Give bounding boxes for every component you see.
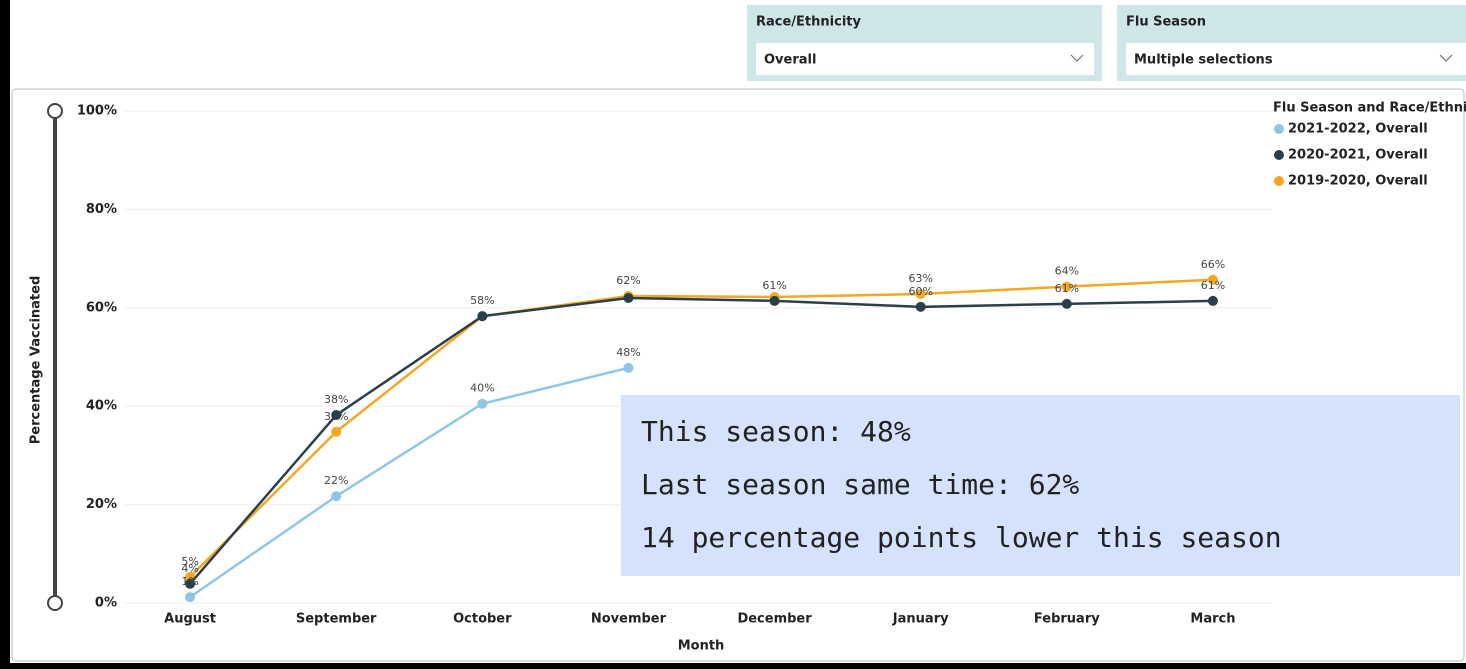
annotation-box [621, 395, 1460, 576]
data-point [477, 398, 488, 409]
data-point [623, 362, 634, 373]
legend-label: 2021-2022, Overall [1288, 122, 1428, 137]
series-line [189, 366, 629, 599]
chevron [1070, 54, 1084, 62]
x-tick-label: October [453, 612, 512, 627]
slider-handle[interactable] [47, 595, 63, 611]
dropdown-value: Overall [764, 53, 816, 68]
data-point [185, 578, 196, 589]
data-label: 58% [470, 294, 494, 307]
legend-marker [1274, 150, 1284, 160]
legend-title: Flu Season and Race/Ethnicity [1273, 101, 1466, 116]
data-label: 48% [616, 346, 640, 359]
slicer-label: Race/Ethnicity [756, 15, 861, 30]
y-axis-label: Percentage Vaccinated [29, 276, 44, 445]
annotation-line: 14 percentage points lower this season [641, 521, 1282, 554]
data-label: 61% [1201, 279, 1225, 292]
dropdown-value: Multiple selections [1134, 53, 1273, 68]
y-tick-label: 0% [95, 596, 117, 611]
x-tick-label: January [892, 612, 949, 627]
data-point [1207, 274, 1218, 285]
data-label: 61% [1055, 282, 1079, 295]
x-tick-label: February [1034, 612, 1100, 627]
data-label: 63% [908, 272, 932, 285]
dropdown[interactable] [756, 43, 1094, 75]
data-label: 1% [181, 575, 198, 588]
data-point [331, 426, 342, 437]
data-point [185, 592, 196, 603]
data-label: 38% [324, 393, 348, 406]
y-tick-label: 100% [77, 104, 117, 119]
data-label: 22% [324, 474, 348, 487]
data-label: 64% [1055, 265, 1079, 278]
x-tick-label: December [737, 612, 812, 627]
data-label: 40% [470, 382, 494, 395]
data-point [477, 311, 488, 322]
x-axis-label: Month [678, 639, 725, 654]
data-point [915, 301, 926, 312]
chevron [1439, 54, 1453, 62]
data-point [769, 295, 780, 306]
data-point [331, 410, 342, 421]
legend-marker [1274, 124, 1284, 134]
data-label: 4% [181, 562, 198, 575]
x-tick-label: November [591, 612, 667, 627]
annotation-line: Last season same time: 62% [641, 468, 1079, 501]
data-label: 61% [762, 279, 786, 292]
data-point [623, 292, 634, 303]
y-tick-label: 60% [86, 300, 117, 315]
y-tick-label: 80% [86, 202, 117, 217]
annotation-line: This season: 48% [641, 415, 911, 448]
series-line [189, 296, 1213, 585]
data-point [1061, 298, 1072, 309]
data-label: 5% [181, 555, 198, 568]
slider-handle[interactable] [47, 103, 63, 119]
dropdown[interactable] [1126, 43, 1466, 75]
series-line [189, 278, 1213, 578]
data-point [1061, 281, 1072, 292]
y-tick-label: 20% [86, 497, 117, 512]
data-label: 66% [1201, 258, 1225, 271]
data-point [915, 289, 926, 300]
slicer-label: Flu Season [1126, 15, 1206, 30]
data-point [1207, 295, 1218, 306]
data-label: 60% [908, 285, 932, 298]
x-tick-label: September [296, 612, 377, 627]
x-tick-label: August [164, 612, 216, 627]
y-tick-label: 40% [86, 399, 117, 414]
x-tick-label: March [1190, 612, 1235, 627]
legend-label: 2020-2021, Overall [1288, 148, 1428, 163]
data-label: 62% [616, 274, 640, 287]
legend-label: 2019-2020, Overall [1288, 174, 1428, 189]
legend-marker [1274, 176, 1284, 186]
data-point [331, 491, 342, 502]
